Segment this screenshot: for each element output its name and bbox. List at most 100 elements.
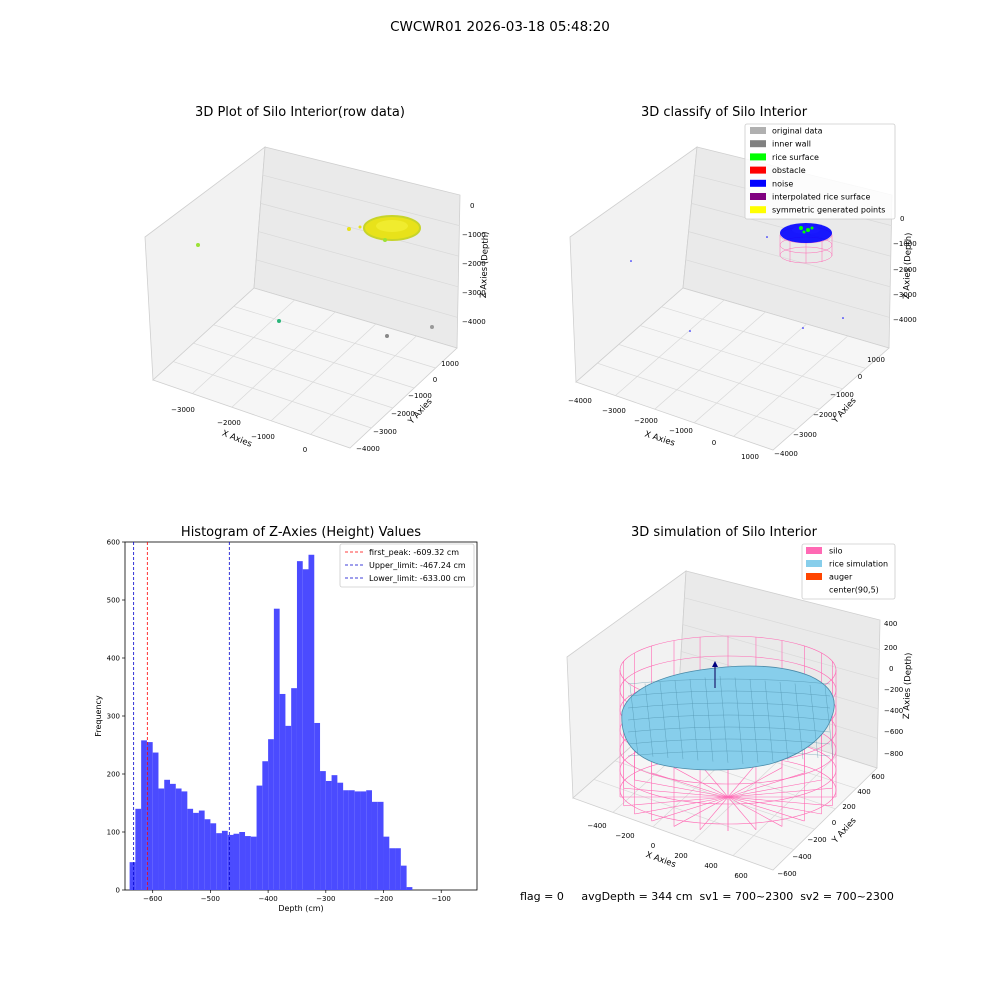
panel2-ytick: −3000	[793, 431, 817, 439]
panel1-xlabel: X Axies	[220, 429, 253, 450]
histogram-bar	[239, 832, 246, 890]
mesh-line	[749, 678, 759, 763]
grid-line	[615, 299, 725, 396]
x-tick-label: −300	[316, 895, 335, 903]
histogram-bar	[343, 790, 349, 890]
panel4-ztick: −200	[884, 686, 903, 694]
panel4-legend-box	[801, 543, 896, 600]
panel4-ytick: 0	[832, 819, 836, 827]
silo-spoke	[673, 796, 729, 827]
histogram-bar	[285, 725, 292, 890]
silo-spoke	[651, 796, 729, 822]
y-tick-label: 600	[107, 539, 120, 547]
figure-suptitle: CWCWR01 2026-03-18 05:48:20	[390, 19, 610, 35]
grid-line	[213, 324, 415, 389]
panel2-ztick: −4000	[893, 316, 917, 324]
panel1-ytick: −1000	[408, 392, 432, 400]
panel1-floor	[152, 287, 458, 449]
panel4-zlabel: Z Axies (Depth)	[902, 652, 914, 719]
silo-spoke	[727, 796, 805, 822]
mesh-line	[627, 750, 831, 757]
y-tick-label: 300	[107, 713, 120, 721]
silo-spoke	[727, 796, 822, 815]
mesh-line	[689, 678, 699, 761]
histogram-bar	[371, 801, 378, 890]
histogram-bar	[141, 740, 147, 890]
y-tick-label: 0	[116, 887, 120, 895]
histogram-bar	[233, 833, 240, 890]
mesh-line	[809, 684, 819, 759]
panel4-xtick: 0	[651, 842, 655, 850]
histogram-bar	[152, 752, 159, 890]
panel4-ztick: −400	[884, 707, 903, 715]
grid-line	[310, 335, 417, 435]
histogram-bar	[273, 608, 280, 890]
grid-line	[233, 306, 436, 369]
mesh-line	[704, 677, 714, 762]
panel1-xtick: −2000	[217, 419, 241, 427]
silo-spoke	[727, 796, 833, 807]
histogram-bar	[245, 836, 251, 890]
panel3-title: Histogram of Z-Axies (Height) Values	[181, 525, 421, 540]
histogram-bar	[210, 823, 217, 890]
legend-label: rice simulation	[829, 560, 888, 569]
panel2-ztick: −1000	[893, 240, 917, 248]
legend-label: silo	[829, 547, 843, 556]
panel2-legend-box	[744, 123, 896, 220]
grid-line	[685, 259, 890, 318]
y-tick-label: 400	[107, 655, 120, 663]
status-line: flag = 0 avgDepth = 344 cm sv1 = 700~230…	[520, 890, 894, 903]
panel2-ztick: 0	[900, 215, 904, 223]
histogram-bar	[395, 848, 401, 890]
histogram-bar	[204, 819, 211, 890]
panel4-ytick: 200	[842, 803, 855, 811]
mesh-line	[627, 702, 831, 709]
panel1-points	[196, 215, 434, 338]
silo-spoke	[651, 772, 729, 798]
x-tick-label: −200	[374, 895, 393, 903]
panel2-xtick: −2000	[634, 417, 658, 425]
histogram-bar	[221, 830, 228, 890]
legend-label: symmetric generated points	[772, 206, 885, 215]
histogram-bar	[320, 771, 326, 890]
silo-spoke	[727, 787, 833, 798]
histogram-bar	[268, 739, 274, 890]
panel2-rice-point	[810, 226, 814, 230]
histogram-bar	[296, 561, 303, 890]
panel1-xtick: −3000	[171, 406, 195, 414]
x-tick-label: −500	[201, 895, 220, 903]
legend-swatch	[806, 547, 822, 554]
mesh-line	[674, 680, 684, 760]
legend-swatch	[750, 153, 766, 161]
legend-label: obstacle	[772, 166, 806, 175]
panel1-ytick: 0	[433, 376, 437, 384]
histogram-bar	[181, 791, 188, 890]
histogram-bar	[198, 810, 205, 890]
y-tick-label: 200	[107, 771, 120, 779]
panel2-rice-point	[806, 228, 810, 232]
histogram-bar	[129, 862, 136, 890]
panel4-legend: silo rice simulation auger center(90,5)	[801, 543, 896, 600]
mesh-line	[627, 678, 831, 685]
histogram-bar	[146, 742, 153, 890]
panel2-floor	[575, 287, 890, 451]
histogram-bar	[337, 782, 344, 890]
panel4-xtick: −400	[587, 822, 606, 830]
silo-spoke	[727, 763, 757, 798]
histogram-bar	[331, 775, 338, 890]
histogram-x-ticks: −600 −500 −400 −300 −200 −100	[143, 890, 451, 903]
panel1-point	[358, 225, 362, 229]
panel4-xtick: 600	[734, 872, 747, 880]
legend-swatch	[750, 166, 766, 174]
histogram-y-ticks: 0 100 200 300 400 500 600	[107, 539, 125, 895]
panel4-ytick: −600	[777, 870, 796, 878]
legend-label: first_peak: -609.32 cm	[369, 548, 459, 557]
mesh-line	[627, 714, 831, 721]
panel4-ztick: 0	[889, 665, 893, 673]
panel3-xlabel: Depth (cm)	[278, 904, 323, 913]
panel1-point	[430, 325, 434, 329]
mesh-line	[779, 681, 789, 761]
histogram-bar	[383, 836, 390, 890]
histogram-bar	[262, 761, 269, 890]
